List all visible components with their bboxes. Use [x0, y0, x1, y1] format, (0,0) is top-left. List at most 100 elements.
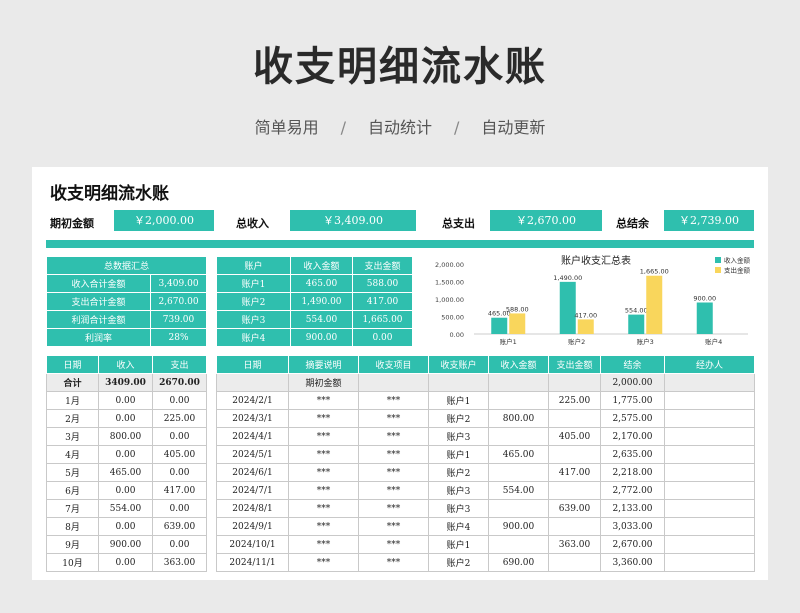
monthly-cell-expense[interactable]: 405.00 — [152, 445, 207, 464]
ledger-opening-expense[interactable] — [548, 373, 601, 392]
ledger-cell-balance[interactable]: 2,170.00 — [600, 427, 665, 446]
ledger-cell-category[interactable]: *** — [358, 391, 429, 410]
monthly-cell-expense[interactable]: 639.00 — [152, 517, 207, 536]
monthly-cell-income[interactable]: 0.00 — [98, 481, 153, 500]
ledger-cell-date[interactable]: 2024/7/1 — [216, 481, 289, 500]
ledger-cell-income[interactable]: 690.00 — [488, 553, 549, 572]
total-income-value[interactable]: ￥3,409.00 — [290, 210, 416, 231]
ledger-cell-expense[interactable] — [548, 445, 601, 464]
monthly-total-income[interactable]: 3409.00 — [98, 373, 153, 392]
ledger-cell-category[interactable]: *** — [358, 463, 429, 482]
profit-rate-value[interactable]: 28% — [149, 328, 208, 347]
ledger-cell-account[interactable]: 账户2 — [428, 463, 489, 482]
ledger-opening-account[interactable] — [428, 373, 489, 392]
ledger-cell-account[interactable]: 账户4 — [428, 517, 489, 536]
monthly-cell-expense[interactable]: 0.00 — [152, 427, 207, 446]
monthly-cell-expense[interactable]: 0.00 — [152, 391, 207, 410]
ledger-cell-income[interactable]: 465.00 — [488, 445, 549, 464]
ledger-cell-summary[interactable]: *** — [288, 445, 359, 464]
ledger-cell-handler[interactable] — [664, 553, 755, 572]
ledger-cell-handler[interactable] — [664, 427, 755, 446]
ledger-cell-summary[interactable]: *** — [288, 553, 359, 572]
accounts-cell-expense[interactable]: 417.00 — [352, 292, 413, 311]
ledger-cell-date[interactable]: 2024/4/1 — [216, 427, 289, 446]
monthly-cell-income[interactable]: 0.00 — [98, 445, 153, 464]
ledger-cell-expense[interactable]: 225.00 — [548, 391, 601, 410]
ledger-cell-handler[interactable] — [664, 409, 755, 428]
ledger-cell-expense[interactable] — [548, 553, 601, 572]
ledger-cell-summary[interactable]: *** — [288, 535, 359, 554]
ledger-cell-account[interactable]: 账户1 — [428, 445, 489, 464]
ledger-cell-date[interactable]: 2024/10/1 — [216, 535, 289, 554]
accounts-cell-income[interactable]: 1,490.00 — [290, 292, 353, 311]
ledger-cell-balance[interactable]: 2,635.00 — [600, 445, 665, 464]
ledger-cell-handler[interactable] — [664, 499, 755, 518]
ledger-cell-category[interactable]: *** — [358, 553, 429, 572]
ledger-cell-summary[interactable]: *** — [288, 517, 359, 536]
ledger-cell-expense[interactable] — [548, 409, 601, 428]
ledger-cell-expense[interactable]: 363.00 — [548, 535, 601, 554]
ledger-opening-handler[interactable] — [664, 373, 755, 392]
ledger-cell-expense[interactable] — [548, 517, 601, 536]
ledger-cell-account[interactable]: 账户3 — [428, 499, 489, 518]
ledger-cell-expense[interactable]: 405.00 — [548, 427, 601, 446]
ledger-cell-date[interactable]: 2024/5/1 — [216, 445, 289, 464]
monthly-cell-income[interactable]: 554.00 — [98, 499, 153, 518]
ledger-cell-category[interactable]: *** — [358, 535, 429, 554]
ledger-cell-handler[interactable] — [664, 517, 755, 536]
ledger-cell-summary[interactable]: *** — [288, 427, 359, 446]
ledger-cell-income[interactable] — [488, 463, 549, 482]
total-balance-value[interactable]: ￥2,739.00 — [664, 210, 754, 231]
ledger-cell-summary[interactable]: *** — [288, 463, 359, 482]
ledger-cell-income[interactable]: 800.00 — [488, 409, 549, 428]
ledger-cell-income[interactable] — [488, 499, 549, 518]
accounts-cell-income[interactable]: 554.00 — [290, 310, 353, 329]
opening-balance-value[interactable]: ￥2,000.00 — [114, 210, 214, 231]
ledger-cell-category[interactable]: *** — [358, 517, 429, 536]
monthly-cell-expense[interactable]: 0.00 — [152, 463, 207, 482]
ledger-cell-date[interactable]: 2024/11/1 — [216, 553, 289, 572]
ledger-cell-balance[interactable]: 1,775.00 — [600, 391, 665, 410]
monthly-cell-income[interactable]: 465.00 — [98, 463, 153, 482]
monthly-cell-expense[interactable]: 363.00 — [152, 553, 207, 572]
profit-total-value[interactable]: 739.00 — [149, 310, 208, 329]
ledger-cell-date[interactable]: 2024/2/1 — [216, 391, 289, 410]
ledger-cell-balance[interactable]: 2,772.00 — [600, 481, 665, 500]
ledger-cell-date[interactable]: 2024/6/1 — [216, 463, 289, 482]
ledger-cell-handler[interactable] — [664, 481, 755, 500]
ledger-cell-income[interactable] — [488, 535, 549, 554]
ledger-cell-handler[interactable] — [664, 535, 755, 554]
expense-total-value[interactable]: 2,670.00 — [149, 292, 208, 311]
ledger-cell-handler[interactable] — [664, 463, 755, 482]
ledger-cell-category[interactable]: *** — [358, 499, 429, 518]
ledger-cell-account[interactable]: 账户2 — [428, 553, 489, 572]
total-expense-value[interactable]: ￥2,670.00 — [490, 210, 602, 231]
income-total-value[interactable]: 3,409.00 — [149, 274, 208, 293]
ledger-cell-income[interactable] — [488, 391, 549, 410]
monthly-cell-income[interactable]: 0.00 — [98, 553, 153, 572]
ledger-cell-category[interactable]: *** — [358, 409, 429, 428]
monthly-cell-expense[interactable]: 417.00 — [152, 481, 207, 500]
ledger-cell-balance[interactable]: 2,218.00 — [600, 463, 665, 482]
ledger-cell-account[interactable]: 账户3 — [428, 427, 489, 446]
ledger-cell-account[interactable]: 账户3 — [428, 481, 489, 500]
ledger-cell-summary[interactable]: *** — [288, 499, 359, 518]
ledger-cell-date[interactable]: 2024/3/1 — [216, 409, 289, 428]
ledger-cell-account[interactable]: 账户1 — [428, 535, 489, 554]
ledger-cell-category[interactable]: *** — [358, 481, 429, 500]
ledger-cell-balance[interactable]: 3,360.00 — [600, 553, 665, 572]
ledger-cell-expense[interactable]: 639.00 — [548, 499, 601, 518]
monthly-cell-income[interactable]: 800.00 — [98, 427, 153, 446]
ledger-cell-handler[interactable] — [664, 445, 755, 464]
ledger-opening-summary[interactable]: 期初金额 — [288, 373, 359, 392]
accounts-cell-expense[interactable]: 588.00 — [352, 274, 413, 293]
monthly-cell-income[interactable]: 0.00 — [98, 409, 153, 428]
accounts-cell-expense[interactable]: 0.00 — [352, 328, 413, 347]
ledger-opening-date[interactable] — [216, 373, 289, 392]
monthly-total-expense[interactable]: 2670.00 — [152, 373, 207, 392]
ledger-cell-account[interactable]: 账户1 — [428, 391, 489, 410]
ledger-opening-category[interactable] — [358, 373, 429, 392]
ledger-cell-category[interactable]: *** — [358, 445, 429, 464]
ledger-cell-income[interactable] — [488, 427, 549, 446]
ledger-cell-summary[interactable]: *** — [288, 409, 359, 428]
